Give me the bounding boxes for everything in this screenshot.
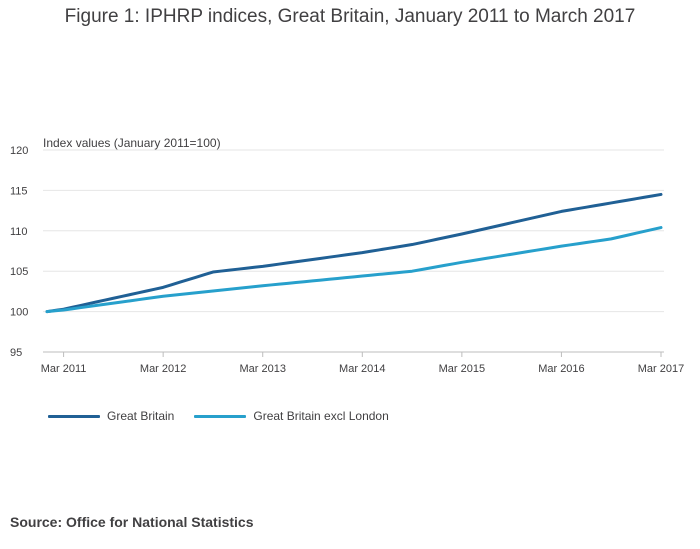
legend-item-great-britain[interactable]: Great Britain <box>48 409 174 423</box>
x-tick-label: Mar 2015 <box>439 363 485 375</box>
legend-label: Great Britain <box>107 409 175 423</box>
x-tick-label: Mar 2016 <box>538 363 584 375</box>
y-axis-label: Index values (January 2011=100) <box>43 136 221 150</box>
gridlines <box>43 149 664 353</box>
chart-title: Figure 1: IPHRP indices, Great Britain, … <box>64 6 636 27</box>
x-tick-label: Mar 2011 <box>41 363 87 375</box>
y-tick-label: 120 <box>10 145 28 157</box>
x-axis: Mar 2011 Mar 2012 Mar 2013 Mar 2014 Mar 2015… <box>41 352 684 375</box>
series-line-great-britain-excl-london <box>45 226 663 314</box>
x-tick-label: Mar 2013 <box>239 363 285 375</box>
y-tick-label: 100 <box>10 307 28 319</box>
y-axis: 95 100 105 110 115 120 <box>10 145 28 359</box>
y-tick-label: 110 <box>10 226 28 238</box>
series-line-great-britain <box>45 192 663 314</box>
legend: Great Britain Great Britain excl London <box>48 409 389 423</box>
x-tick-label: Mar 2012 <box>140 363 186 375</box>
y-tick-label: 105 <box>10 266 28 278</box>
source-note: Source: Office for National Statistics <box>10 514 254 530</box>
y-tick-label: 95 <box>10 347 22 359</box>
x-tick-label: Mar 2017 <box>638 363 684 375</box>
series-lines <box>45 192 663 314</box>
legend-swatch-great-britain <box>48 414 100 418</box>
legend-swatch-great-britain-excl-london <box>194 414 247 418</box>
legend-item-great-britain-excl-london[interactable]: Great Britain excl London <box>194 409 389 423</box>
legend-label: Great Britain excl London <box>253 409 389 423</box>
y-tick-label: 115 <box>10 185 28 197</box>
x-tick-label: Mar 2014 <box>339 363 385 375</box>
